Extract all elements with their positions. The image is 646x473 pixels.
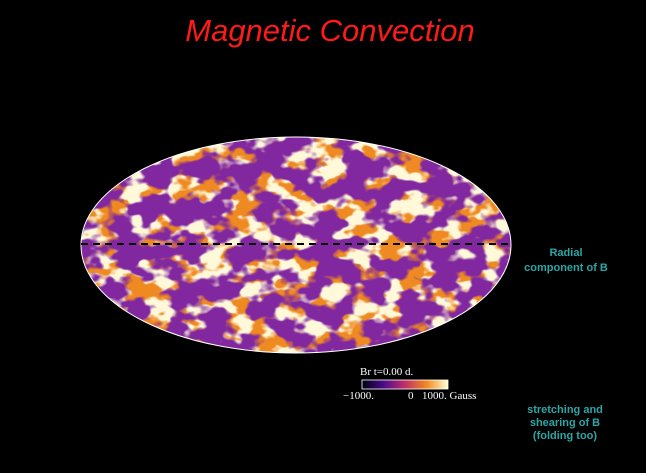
- annotation-line: shearing of B: [530, 417, 600, 429]
- colorbar: [362, 380, 448, 389]
- slide: Magnetic Convection Br t=0.00 d. −1000. …: [0, 0, 646, 473]
- colorbar-max: 1000. Gauss: [422, 390, 476, 402]
- colorbar-caption: Br t=0.00 d.: [360, 366, 414, 378]
- slide-title: Magnetic Convection: [185, 13, 475, 48]
- annotation-line: stretching and: [527, 404, 603, 416]
- colorbar-min: −1000.: [343, 390, 374, 402]
- colorbar-mid: 0: [408, 390, 414, 402]
- annotation-line: Radial: [549, 247, 582, 259]
- page: Magnetic Convection Br t=0.00 d. −1000. …: [0, 0, 646, 473]
- annotation-line: component of B: [524, 262, 608, 274]
- annotation-line: (folding too): [533, 430, 597, 442]
